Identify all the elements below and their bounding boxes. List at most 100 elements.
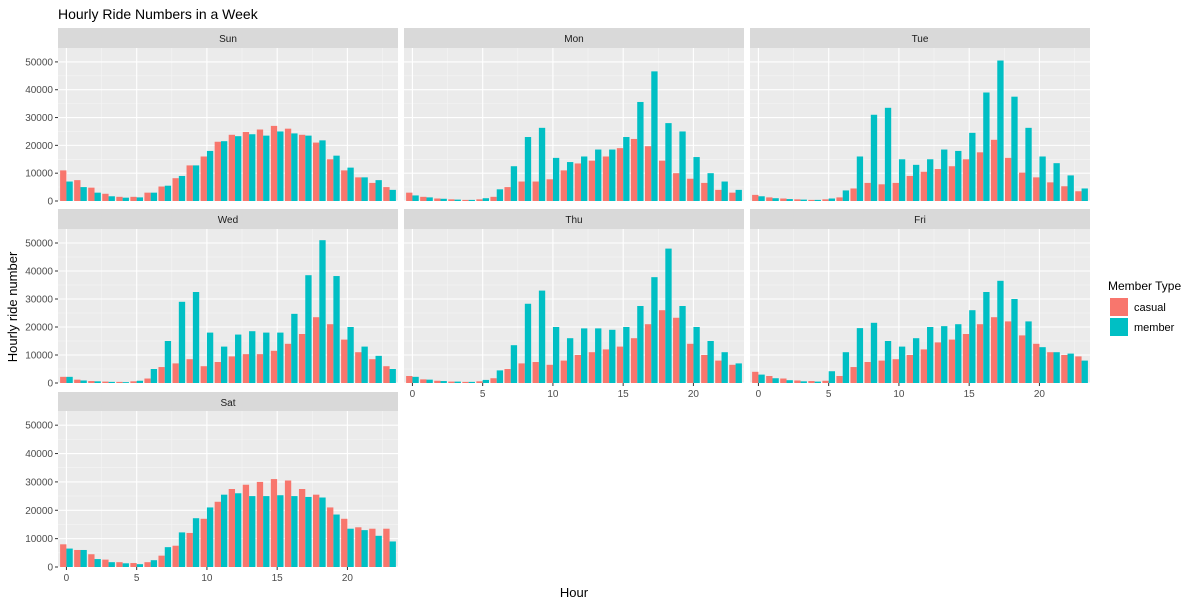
bar-member xyxy=(333,155,340,201)
bar-member xyxy=(66,376,73,383)
bar-casual xyxy=(546,364,553,383)
bar-member xyxy=(206,507,214,567)
y-tick-label: 40000 xyxy=(25,449,53,460)
x-tick-label: 5 xyxy=(480,389,486,400)
bar-casual xyxy=(729,192,736,201)
bar-member xyxy=(192,518,200,567)
bar-casual xyxy=(144,192,151,201)
bar-member xyxy=(856,328,864,383)
x-tick-label: 0 xyxy=(756,389,762,400)
bar-member xyxy=(595,149,602,201)
bar-member xyxy=(1025,321,1032,383)
bar-casual xyxy=(962,159,970,201)
bar-member xyxy=(94,381,101,383)
bar-member xyxy=(721,181,728,201)
facet-strip-label: Fri xyxy=(914,215,926,226)
bar-member xyxy=(108,381,115,383)
bar-member xyxy=(912,338,920,383)
bar-member xyxy=(496,189,504,201)
bar-casual xyxy=(532,181,539,201)
bar-member xyxy=(842,352,850,383)
bar-member xyxy=(651,71,658,201)
bar-casual xyxy=(673,317,680,383)
bar-casual xyxy=(327,324,334,383)
bar-member xyxy=(758,374,765,383)
bar-casual xyxy=(448,199,455,201)
bar-casual xyxy=(476,381,483,383)
bar-casual xyxy=(214,362,221,383)
bar-member xyxy=(637,306,644,383)
bar-casual xyxy=(355,527,362,567)
bar-casual xyxy=(630,138,638,201)
bar-member xyxy=(277,131,284,201)
bar-casual xyxy=(116,381,123,383)
bar-casual xyxy=(948,166,956,201)
bar-member xyxy=(693,157,700,201)
bar-member xyxy=(108,562,115,567)
bar-member xyxy=(566,338,574,383)
bar-casual xyxy=(406,376,413,383)
bar-member xyxy=(856,156,864,201)
bar-member xyxy=(440,381,447,383)
bar-member xyxy=(263,496,270,567)
bar-casual xyxy=(752,194,759,201)
facet-panel-mon: Mon xyxy=(404,28,744,202)
bar-member xyxy=(969,310,976,383)
x-tick-label: 10 xyxy=(201,573,213,584)
bar-casual xyxy=(130,563,137,567)
bar-member xyxy=(941,326,948,383)
bar-casual xyxy=(74,549,81,567)
bar-member xyxy=(800,199,807,201)
facet-panel-sat: Sat 0 10000 20000 30000 40000 50000 0 5 10 15 20 xyxy=(25,392,398,584)
bar-member xyxy=(319,497,326,567)
bar-member xyxy=(454,381,461,383)
bar-casual xyxy=(729,364,736,383)
bar-member xyxy=(361,346,368,383)
bar-member xyxy=(969,132,976,201)
bar-casual xyxy=(808,199,815,201)
y-tick-label: 40000 xyxy=(25,85,53,96)
bar-member xyxy=(249,496,256,567)
bar-casual xyxy=(256,354,264,383)
bar-casual xyxy=(284,480,292,567)
y-tick-label: 40000 xyxy=(25,267,53,278)
bar-casual xyxy=(186,165,193,201)
bar-casual xyxy=(948,339,956,383)
y-tick-label: 20000 xyxy=(25,323,53,334)
bar-casual xyxy=(766,197,773,201)
bar-member xyxy=(333,514,340,567)
bar-casual xyxy=(1061,355,1068,383)
bar-casual xyxy=(588,160,596,201)
bar-casual xyxy=(878,360,885,383)
bar-casual xyxy=(780,378,787,383)
x-tick-label: 20 xyxy=(688,389,700,400)
bar-member xyxy=(305,496,312,567)
bar-casual xyxy=(687,178,694,201)
bar-member xyxy=(524,303,532,383)
bar-casual xyxy=(962,334,970,383)
bar-member xyxy=(412,376,419,383)
bar-casual xyxy=(850,188,857,201)
y-tick-label: 0 xyxy=(47,563,53,574)
bar-member xyxy=(566,162,574,201)
bar-casual xyxy=(60,170,67,201)
facet-strip xyxy=(58,28,398,48)
bar-casual xyxy=(74,180,81,201)
bar-casual xyxy=(158,186,165,201)
bar-member xyxy=(482,379,489,383)
bar-casual xyxy=(158,555,165,567)
bar-member xyxy=(983,92,990,201)
bar-member xyxy=(122,382,129,383)
bar-casual xyxy=(659,310,666,383)
bar-casual xyxy=(242,354,250,383)
bar-member xyxy=(150,192,158,201)
x-tick-label: 15 xyxy=(272,573,284,584)
bar-member xyxy=(94,559,101,567)
bar-casual xyxy=(102,193,109,201)
bar-member xyxy=(693,327,700,383)
bar-casual xyxy=(383,187,390,201)
bar-member xyxy=(375,355,382,383)
bar-member xyxy=(1039,347,1046,383)
bar-casual xyxy=(462,381,469,383)
bar-member xyxy=(426,379,433,383)
